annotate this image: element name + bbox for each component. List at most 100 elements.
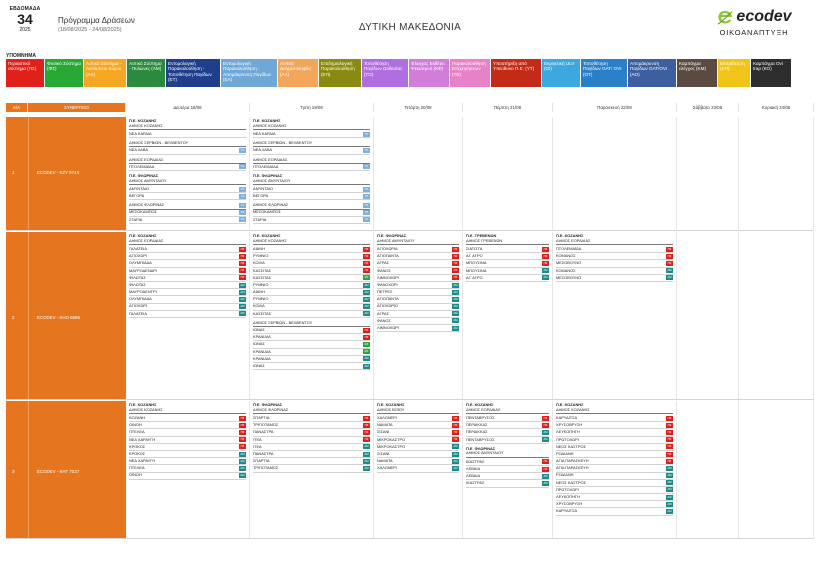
location-row[interactable]: ΑΙΑΝΗ ΠΣ [253, 246, 370, 254]
location-row[interactable]: ΔΗΜΟΣ ΣΕΡΒΙΩΝ - ΒΕΛΒΕΝΤΟΥ [253, 320, 370, 328]
location-row[interactable]: ΑΜΥΝΤΑΙΟ ΤΑ [129, 186, 246, 194]
location-row[interactable]: ΑΓ. ΑΓΡΟ ΑΜ [466, 275, 549, 282]
location-row[interactable]: ΔΗΜΟΣ ΣΕΡΒΙΩΝ - ΒΕΛΒΕΝΤΟΥ [253, 140, 370, 148]
location-row[interactable]: ΙΚΑΣΤΡΑΣ ΠΣ [466, 459, 549, 466]
location-row[interactable]: ΜΕΣΟΚΑΜΠΟΣ ΤΑ [253, 210, 370, 217]
location-row[interactable]: ΟΛΥΜΠΙΑΔΑ ΑΜ [129, 296, 246, 304]
location-row[interactable]: ΝΕΑ ΚΑΡΔΙΑ ΤΑ [253, 131, 370, 139]
location-row[interactable]: ΠΤΕΛΕΑ ΠΣ [129, 429, 246, 437]
location-row[interactable]: ΚΟΜΑΝΟΣ ΠΣ [556, 253, 673, 261]
location-row[interactable]: ΡΥΜΝΙΟ ΠΣ [253, 253, 370, 261]
location-row[interactable]: ΝΕΑ ΚΑΡΔΙΑ [129, 131, 246, 139]
location-row[interactable]: ΧΑΛΟΝΕΡΙ ΑΜ [377, 465, 459, 473]
location-row[interactable]: ΠΤΟΛΕΜΑΪΔΑ ΤΑ [129, 164, 246, 171]
location-row[interactable]: ΔΗΜΟΣ ΦΛΩΡΙΝΑΣ ΤΑ [129, 202, 246, 210]
location-row[interactable]: ΙΤΕΑ ΑΜ [253, 444, 370, 451]
location-row[interactable]: ΜΙΚΡΟΚΑΣΤΡΟ ΑΜ [377, 444, 459, 451]
location-row[interactable]: ΜΑΥΡΟΔΕΝΤΡΙ ΑΜ [129, 289, 246, 297]
location-row[interactable]: ΑΓ. ΑΓΡΟ ΠΣ [466, 253, 549, 261]
location-row[interactable]: ΑΓΙΟΠΑΝΤΑ ΠΣ [377, 253, 459, 261]
location-row[interactable]: ΡΟΔΙΑΝΗ ΠΣ [556, 451, 673, 459]
location-row[interactable]: ΑΜΥΝΤΑΙΟ ΤΑ [253, 186, 370, 194]
location-row[interactable]: ΜΠΟΥΣΙΝΑ ΠΣ [466, 260, 549, 268]
location-row[interactable]: ΠΕΝΤΑΒΡΥΣΟΣ ΠΣ [466, 415, 549, 423]
location-row[interactable]: ΑΓΡΑΣ ΠΣ [377, 260, 459, 268]
location-row[interactable]: ΠΡΩΤΟΧΩΡΙ ΑΜ [556, 487, 673, 495]
location-row[interactable]: ΒΕΓΟΡΑ ΤΑ [129, 193, 246, 201]
location-row[interactable]: ΚΑΣΣΙΤΑΣ ΦΣ [253, 275, 370, 282]
location-row[interactable]: ΑΓΙΟΧΩΡΙΑ ΠΣ [377, 246, 459, 254]
location-row[interactable]: ΔΗΜΟΣ ΣΕΡΒΙΩΝ - ΒΕΛΒΕΝΤΟΥ [129, 140, 246, 148]
location-row[interactable]: ΔΗΜΟΣ ΕΟΡΔΑΙΑΣ [253, 157, 370, 164]
location-row[interactable]: ΚΑΣΣΙΤΑΣ ΠΣ [253, 268, 370, 275]
location-row[interactable]: ΡΥΜΝΙΟ ΑΜ [253, 296, 370, 304]
location-row[interactable]: ΝΕΟΣ ΚΑΣΤΡΟΣ ΑΜ [556, 480, 673, 487]
location-row[interactable]: ΚΟΖΑΝΗ ΠΣ [129, 415, 246, 423]
location-row[interactable]: ΝΑΜΑΤΑ ΠΣ [377, 422, 459, 430]
location-row[interactable]: ΚΡΟΚΟΣ ΠΣ [129, 444, 246, 451]
location-row[interactable]: ΠΕΡΔΙΚΚΑΣ ΑΜ [466, 429, 549, 437]
location-row[interactable]: ΚΑΣΣΙΤΑΣ ΑΜ [253, 311, 370, 318]
location-row[interactable]: ΛΙΜΝΟΧΩΡΙ ΠΣ [377, 275, 459, 282]
location-row[interactable]: ΠΑΝΑΣΤΡΑ ΠΣ [253, 429, 370, 437]
location-row[interactable]: ΙΩΝΑΣ ΠΣ [253, 327, 370, 335]
location-row[interactable]: ΜΕΣΟΚΑΜΠΟΣ ΤΑ [129, 210, 246, 217]
location-row[interactable]: ΝΕΑ ΛΑΒΑ ΤΑ [129, 147, 246, 155]
location-row[interactable]: ΠΕΡΔΙΚΚΑΣ ΠΣ [466, 422, 549, 430]
location-row[interactable]: ΜΕΣΟΒΟΥΝΟ ΠΣ [556, 260, 673, 268]
location-row[interactable]: ΚΑΡΥΔΙΤΣΑ ΑΜ [556, 508, 673, 516]
location-row[interactable]: ΛΕΥΚΟΠΗΓΗ ΠΣ [556, 429, 673, 437]
location-row[interactable]: ΙΩΝΑΣ ΦΣ [253, 341, 370, 349]
location-row[interactable]: ΣΙΣΑΝΙ ΠΣ [377, 429, 459, 437]
location-row[interactable]: ΜΕΣΟΒΟΥΝΟ ΑΜ [556, 275, 673, 282]
location-row[interactable]: ΦΑΝΟΣ ΠΣ [377, 268, 459, 275]
location-row[interactable]: ΜΠΟΥΣΙΝΑ ΑΜ [466, 268, 549, 275]
location-row[interactable]: ΑΓΙΟΧΩΡΙ ΠΣ [129, 253, 246, 261]
location-row[interactable]: ΑΓΙΑ ΠΑΡΑΣΚΕΥΗ ΑΜ [556, 465, 673, 473]
location-row[interactable]: ΛΙΜΝΟΧΩΡΙ ΑΜ [377, 325, 459, 333]
location-row[interactable]: ΦΙΛΩΤΑΣ ΠΣ [129, 275, 246, 282]
location-row[interactable]: ΤΡΙΠΟΤΑΜΟΣ ΠΣ [253, 422, 370, 430]
location-row[interactable]: ΝΕΟΣ ΚΑΣΤΡΟΣ ΠΣ [556, 444, 673, 451]
location-row[interactable]: ΝΑΜΑΤΑ ΑΜ [377, 458, 459, 466]
location-row[interactable]: ΑΓΙΟΧΩΡΙΟ ΑΜ [377, 304, 459, 311]
location-row[interactable]: ΑΓΙΟΠΑΝΤΑ ΑΜ [377, 296, 459, 304]
location-row[interactable]: ΛΕΒΑΙΑ ΠΣ [466, 466, 549, 474]
location-row[interactable]: ΔΗΜΟΣ ΕΟΡΔΑΙΑΣ [129, 157, 246, 164]
location-row[interactable]: ΠΤΟΛΕΜΑΪΔΑ ΤΑ [253, 164, 370, 171]
location-row[interactable]: ΙΤΕΑ ΠΣ [253, 437, 370, 444]
location-row[interactable]: ΚΟΙΛΑ ΠΣ [253, 260, 370, 268]
location-row[interactable]: ΟΙΝΟΗ ΠΣ [129, 422, 246, 430]
location-row[interactable]: ΛΕΒΑΙΑ ΑΜ [466, 473, 549, 481]
location-row[interactable]: ΠΕΤΡΕΣ ΑΜ [377, 289, 459, 297]
location-row[interactable]: ΜΙΚΡΟΚΑΣΤΡΟ ΠΣ [377, 437, 459, 444]
location-row[interactable]: ΣΠΑΡΤΙΑ ΠΣ [253, 415, 370, 423]
location-row[interactable]: ΑΙΑΝΗ ΑΜ [253, 289, 370, 297]
location-row[interactable]: ΤΡΙΠΟΤΑΜΟΣ ΑΜ [253, 465, 370, 473]
location-row[interactable]: ΦΑΝΟΣ ΑΜ [377, 318, 459, 326]
location-row[interactable]: ΚΡΑΝΙΔΙΑ ΦΣ [253, 349, 370, 356]
location-row[interactable]: ΠΤΟΛΕΜΑΪΔΑ ΠΣ [556, 246, 673, 254]
location-row[interactable]: ΦΙΛΩΤΑΣ ΑΜ [129, 282, 246, 290]
location-row[interactable]: ΟΙΝΟΗ ΑΜ [129, 473, 246, 480]
location-row[interactable]: ΑΓΙΑ ΠΑΡΑΣΚΕΥΗ ΠΣ [556, 458, 673, 466]
location-row[interactable]: ΚΟΜΑΝΟΣ ΑΜ [556, 268, 673, 275]
location-row[interactable]: ΚΡΟΚΟΣ ΑΜ [129, 451, 246, 459]
location-row[interactable]: ΚΟΙΛΑ ΑΜ [253, 304, 370, 311]
location-row[interactable]: ΠΡΩΤΟΧΩΡΙ ΠΣ [556, 437, 673, 444]
location-row[interactable]: ΧΡΥΣΟΒΡΥΣΗ ΑΜ [556, 501, 673, 509]
location-row[interactable]: ΚΡΑΝΙΔΙΑ ΑΜ [253, 356, 370, 363]
location-row[interactable]: ΣΤΑΡΙΑ ΤΑ [129, 217, 246, 224]
location-row[interactable]: ΑΓΡΑΣ ΑΜ [377, 311, 459, 318]
location-row[interactable]: ΚΡΑΝΙΔΙΑ ΠΣ [253, 334, 370, 342]
location-row[interactable]: ΣΠΑΡΤΙΑ ΑΜ [253, 458, 370, 466]
location-row[interactable]: ΚΑΡΥΔΙΤΣΑ ΠΣ [556, 415, 673, 423]
location-row[interactable]: ΧΑΛΟΝΕΡΙ ΠΣ [377, 415, 459, 423]
location-row[interactable]: ΠΤΕΛΕΑ ΑΜ [129, 465, 246, 473]
location-row[interactable]: ΓΑΛΑΤΕΙΑ ΑΜ [129, 311, 246, 318]
location-row[interactable]: ΣΤΑΡΙΑ ΤΑ [253, 217, 370, 224]
location-row[interactable]: ΝΕΑ ΧΑΡΑΥΓΗ ΠΣ [129, 437, 246, 444]
location-row[interactable]: ΝΕΑ ΛΑΒΑ ΤΑ [253, 147, 370, 155]
location-row[interactable]: ΝΕΑ ΧΑΡΑΥΓΗ ΑΜ [129, 458, 246, 466]
location-row[interactable]: ΟΛΥΜΠΙΑΔΑ ΠΣ [129, 260, 246, 268]
